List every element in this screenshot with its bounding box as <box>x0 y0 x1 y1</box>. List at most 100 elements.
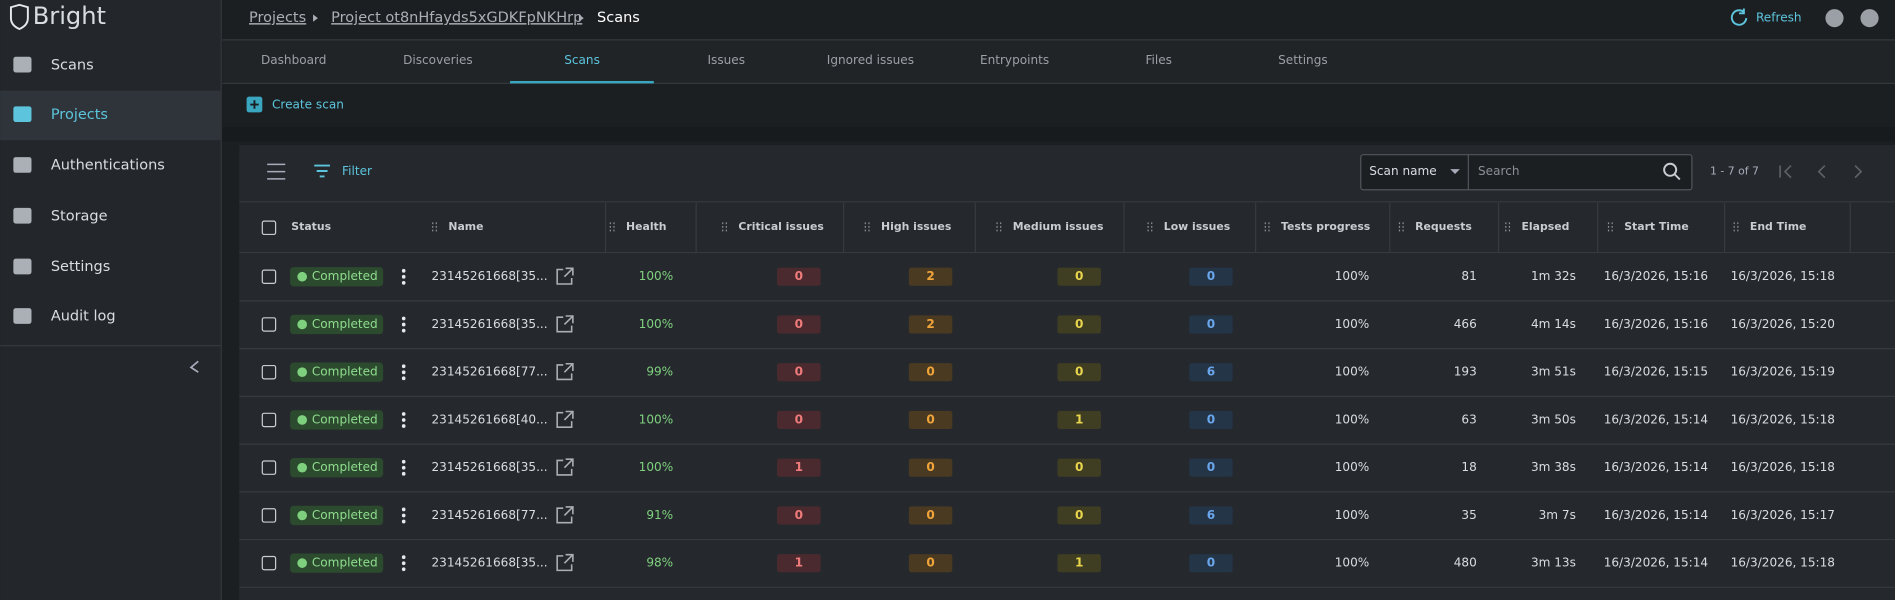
elapsed: 4m 14s <box>1531 317 1576 331</box>
filter-icon[interactable] <box>314 164 330 178</box>
nav-icon[interactable] <box>13 308 32 324</box>
column-header[interactable]: Name <box>448 220 483 233</box>
drag-handle <box>1505 222 1511 233</box>
breadcrumb-sep <box>578 14 584 22</box>
checkbox[interactable] <box>261 460 277 475</box>
scan-name[interactable]: 23145261668[35... <box>431 269 547 283</box>
tests-progress: 100% <box>1335 317 1370 331</box>
issue-count: 0 <box>795 508 803 522</box>
status-icon <box>297 319 308 330</box>
start-time: 16/3/2026, 15:15 <box>1604 365 1708 379</box>
issue-count: 0 <box>1207 460 1215 474</box>
issue-badge <box>1189 363 1233 382</box>
nav-item[interactable]: Authentications <box>51 158 165 174</box>
nav-icon[interactable] <box>13 157 32 173</box>
nav-icon[interactable] <box>13 56 32 73</box>
health: 100% <box>639 269 674 283</box>
search-input[interactable]: Search <box>1478 164 1520 178</box>
tab[interactable]: Files <box>1145 53 1172 67</box>
nav-item[interactable]: Settings <box>51 259 110 275</box>
checkbox[interactable] <box>261 508 277 523</box>
search-box[interactable] <box>1360 154 1693 191</box>
status: Completed <box>312 269 378 283</box>
nav-icon[interactable] <box>13 106 32 123</box>
nav-icon[interactable] <box>13 207 32 224</box>
collapse-icon[interactable] <box>189 360 199 373</box>
account-icon[interactable] <box>1860 9 1879 28</box>
tab[interactable]: Entrypoints <box>980 53 1049 67</box>
issue-count: 0 <box>926 556 934 570</box>
breadcrumb[interactable]: Project ot8nHfayds5xGDKFpNKHrp <box>331 10 582 26</box>
help-icon[interactable] <box>1825 9 1844 28</box>
create-scan[interactable]: Create scan <box>272 98 344 112</box>
scan-name[interactable]: 23145261668[77... <box>431 365 547 379</box>
issue-count: 0 <box>795 317 803 331</box>
issue-badge <box>777 410 821 430</box>
tab[interactable]: Ignored issues <box>827 53 914 67</box>
checkbox[interactable] <box>261 555 277 571</box>
scan-name[interactable]: 23145261668[35... <box>431 317 547 331</box>
scan-name[interactable]: 23145261668[35... <box>431 460 547 474</box>
column-header[interactable]: Status <box>291 220 331 233</box>
refresh[interactable]: Refresh <box>1756 11 1802 25</box>
column-header[interactable]: Start Time <box>1624 220 1688 233</box>
tab[interactable]: Scans <box>564 53 600 67</box>
column-header[interactable]: Elapsed <box>1522 220 1570 233</box>
tab[interactable]: Issues <box>707 53 745 67</box>
open-link[interactable] <box>556 267 574 285</box>
column-header[interactable]: Health <box>626 220 666 233</box>
column-header[interactable]: End Time <box>1750 220 1807 233</box>
pager-icons[interactable] <box>1779 164 1863 179</box>
column-header[interactable]: Requests <box>1415 220 1472 233</box>
tab[interactable]: Dashboard <box>261 53 327 67</box>
tests-progress: 100% <box>1335 412 1370 426</box>
tab[interactable]: Settings <box>1278 53 1328 67</box>
open-link[interactable] <box>556 315 574 333</box>
drag-handle <box>1264 222 1270 233</box>
column-header[interactable]: Low issues <box>1164 220 1230 233</box>
issue-badge <box>1057 554 1101 573</box>
nav-item[interactable]: Storage <box>51 208 108 224</box>
column-header[interactable]: Critical issues <box>738 220 823 233</box>
refresh-icon[interactable] <box>1730 8 1748 26</box>
start-time: 16/3/2026, 15:16 <box>1604 269 1708 283</box>
column-header[interactable]: Tests progress <box>1281 220 1370 233</box>
issue-count: 0 <box>1207 556 1215 570</box>
drag-handle <box>609 222 615 233</box>
status-badge <box>290 458 384 478</box>
tests-progress: 100% <box>1335 269 1370 283</box>
status: Completed <box>312 508 378 522</box>
nav-item[interactable]: Scans <box>51 57 94 73</box>
checkbox[interactable] <box>261 412 277 428</box>
checkbox[interactable] <box>261 269 277 284</box>
issue-badge <box>908 458 953 477</box>
checkbox[interactable] <box>261 317 277 332</box>
open-link[interactable] <box>556 553 574 572</box>
nav-item[interactable]: Projects <box>51 107 108 123</box>
end-time: 16/3/2026, 15:18 <box>1731 412 1835 426</box>
scan-name[interactable]: 23145261668[77... <box>431 508 547 522</box>
scan-name[interactable]: 23145261668[35... <box>431 556 547 570</box>
open-link[interactable] <box>556 362 574 381</box>
search-field[interactable]: Scan name <box>1369 164 1436 178</box>
status: Completed <box>312 412 378 426</box>
columns-icon[interactable] <box>267 163 286 180</box>
tests-progress: 100% <box>1335 508 1370 522</box>
checkbox[interactable] <box>261 364 277 380</box>
search-icon[interactable] <box>1663 162 1678 177</box>
column-header[interactable]: High issues <box>881 220 951 233</box>
open-link[interactable] <box>556 410 574 428</box>
checkbox[interactable] <box>261 220 277 236</box>
nav-item[interactable]: Audit log <box>51 309 116 325</box>
scan-name[interactable]: 23145261668[40... <box>431 412 547 426</box>
tab[interactable]: Discoveries <box>403 53 473 67</box>
end-time: 16/3/2026, 15:18 <box>1731 269 1835 283</box>
open-link[interactable] <box>556 458 574 476</box>
dropdown-arrow <box>1450 169 1460 175</box>
open-link[interactable] <box>556 506 574 524</box>
filter[interactable]: Filter <box>342 164 372 178</box>
breadcrumb[interactable]: Projects <box>249 10 306 26</box>
search-icon-handle <box>1674 173 1681 181</box>
nav-icon[interactable] <box>13 258 32 275</box>
column-header[interactable]: Medium issues <box>1013 220 1104 233</box>
